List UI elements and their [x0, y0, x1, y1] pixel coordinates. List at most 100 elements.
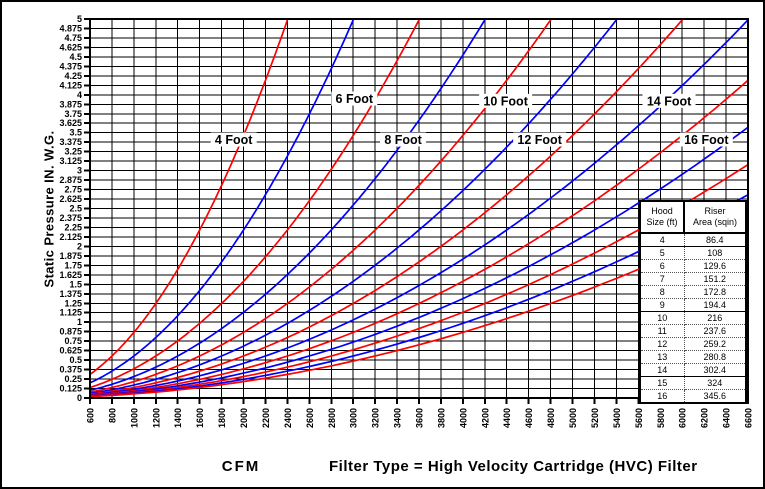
x-tick-label: 2200: [261, 408, 271, 428]
curve-label-bg: [210, 132, 257, 147]
x-tick-label: 1400: [173, 408, 183, 428]
x-tick-label: 3200: [371, 408, 381, 428]
table-row: 7 151.2: [640, 272, 746, 286]
riser-area-cell: 259.2: [684, 337, 746, 351]
y-tick-label: 2.625: [59, 194, 82, 204]
y-tick-label: 1.5: [69, 279, 82, 289]
table-row: 5 108: [640, 246, 746, 260]
riser-area-cell: 216: [684, 311, 746, 325]
y-tick-label: 2.125: [59, 232, 82, 242]
curve-9-foot: [89, 18, 618, 395]
table-row: 14 302.4: [640, 363, 746, 377]
riser-area-cell: 194.4: [684, 298, 746, 312]
x-tick-label: 1600: [195, 408, 205, 428]
y-tick-label: 4.375: [59, 61, 82, 71]
riser-area-cell: 345.6: [703, 390, 727, 401]
riser-area-cell: 324: [684, 376, 746, 390]
table-row: 10 216: [640, 311, 746, 325]
curve-15-foot: [89, 193, 749, 398]
x-tick-label: 4400: [502, 408, 512, 428]
x-tick-label: 5200: [590, 408, 600, 428]
x-tick-label: 5400: [612, 408, 622, 428]
curve-label-bg: [380, 132, 427, 147]
curve-label: 6 Foot: [336, 92, 374, 106]
curve-7-foot: [89, 18, 487, 392]
table-row: 13 280.8: [640, 350, 746, 364]
y-tick-label: 0.875: [59, 327, 82, 337]
y-axis-title: Static Pressure IN. W.G.: [41, 130, 57, 288]
y-tick-label: 2.5: [69, 204, 82, 214]
y-tick-label: 0.625: [59, 346, 82, 356]
curve-label-bg: [513, 132, 567, 147]
curve-16-foot: [89, 218, 749, 398]
y-tick-label: 5: [77, 14, 82, 24]
chart-title: Filter Type = High Velocity Cartridge (H…: [329, 458, 698, 475]
curve-11-foot: [89, 19, 749, 396]
table-row: 16 345.6: [640, 389, 746, 403]
x-tick-label: 4600: [524, 408, 534, 428]
y-tick-label: 3: [77, 166, 82, 176]
curve-label: 10 Foot: [483, 94, 528, 108]
table-row: 11 237.6: [640, 324, 746, 338]
x-tick-label: 1800: [217, 408, 227, 428]
y-tick-label: 3.375: [59, 137, 82, 147]
hood-size-cell: 4: [640, 233, 685, 247]
table-row: 15 324: [640, 376, 746, 390]
table-row: 4 86.4: [640, 233, 746, 247]
curve-8-foot: [89, 18, 552, 393]
x-tick-label: 600: [86, 408, 96, 423]
x-tick-label: 4800: [546, 408, 556, 428]
curve-label-bg: [642, 93, 696, 108]
x-tick-label: 3000: [349, 408, 359, 428]
hood-size-cell: 11: [640, 324, 685, 338]
y-tick-label: 3.75: [64, 109, 82, 119]
riser-area-header: Riser Area (sqin): [683, 200, 747, 234]
riser-area-cell: 172.8: [684, 285, 746, 299]
y-tick-label: 2.25: [64, 222, 82, 232]
x-tick-label: 2800: [327, 408, 337, 428]
riser-area-cell: 108: [684, 246, 746, 260]
hood-size-cell: 9: [640, 298, 685, 312]
hood-size-header: Hood Size (ft): [639, 200, 685, 234]
hood-size-cell: 16: [640, 389, 685, 403]
curve-label: 16 Foot: [684, 133, 729, 147]
y-tick-label: 1.375: [59, 289, 82, 299]
curve-12-foot: [89, 79, 749, 397]
curve-label-bg: [331, 91, 378, 106]
riser-area-cell: 151.2: [684, 272, 746, 286]
y-tick-label: 1.75: [64, 260, 82, 270]
y-tick-label: 2.375: [59, 213, 82, 223]
y-tick-label: 4.75: [64, 33, 82, 43]
y-tick-label: 0.375: [59, 365, 82, 375]
y-tick-label: 4.625: [59, 42, 82, 52]
x-tick-label: 6400: [722, 408, 732, 428]
riser-area-cell: 129.6: [684, 259, 746, 273]
table-row: 8 172.8: [640, 285, 746, 299]
x-tick-label: 2000: [239, 408, 249, 428]
x-tick-label: 6000: [678, 408, 688, 428]
y-tick-label: 1.875: [59, 251, 82, 261]
x-tick-label: 2400: [283, 408, 293, 428]
table-header-row: Hood Size (ft) Riser Area (sqin): [639, 200, 747, 234]
x-tick-label: 6600: [744, 408, 754, 428]
y-tick-label: 0.125: [59, 384, 82, 394]
y-tick-label: 2.75: [64, 185, 82, 195]
hood-size-cell: 6: [640, 259, 685, 273]
plot-border: [89, 18, 749, 399]
y-tick-label: 3.5: [69, 128, 82, 138]
curve-label: 14 Foot: [647, 94, 692, 108]
hood-size-cell: 10: [640, 311, 685, 325]
y-tick-label: 0: [77, 393, 82, 403]
curve-4-foot: [89, 18, 289, 376]
y-tick-label: 3.25: [64, 147, 82, 157]
y-tick-label: 0.75: [64, 336, 82, 346]
hood-size-cell: 12: [640, 337, 685, 351]
riser-area-cell: 237.6: [684, 324, 746, 338]
x-tick-label: 4200: [480, 408, 490, 428]
x-tick-label: 2600: [305, 408, 315, 428]
x-tick-label: 800: [107, 408, 117, 423]
riser-area-table: Hood Size (ft) Riser Area (sqin) 4 86.4 5 1…: [639, 200, 747, 404]
y-tick-label: 2.875: [59, 175, 82, 185]
